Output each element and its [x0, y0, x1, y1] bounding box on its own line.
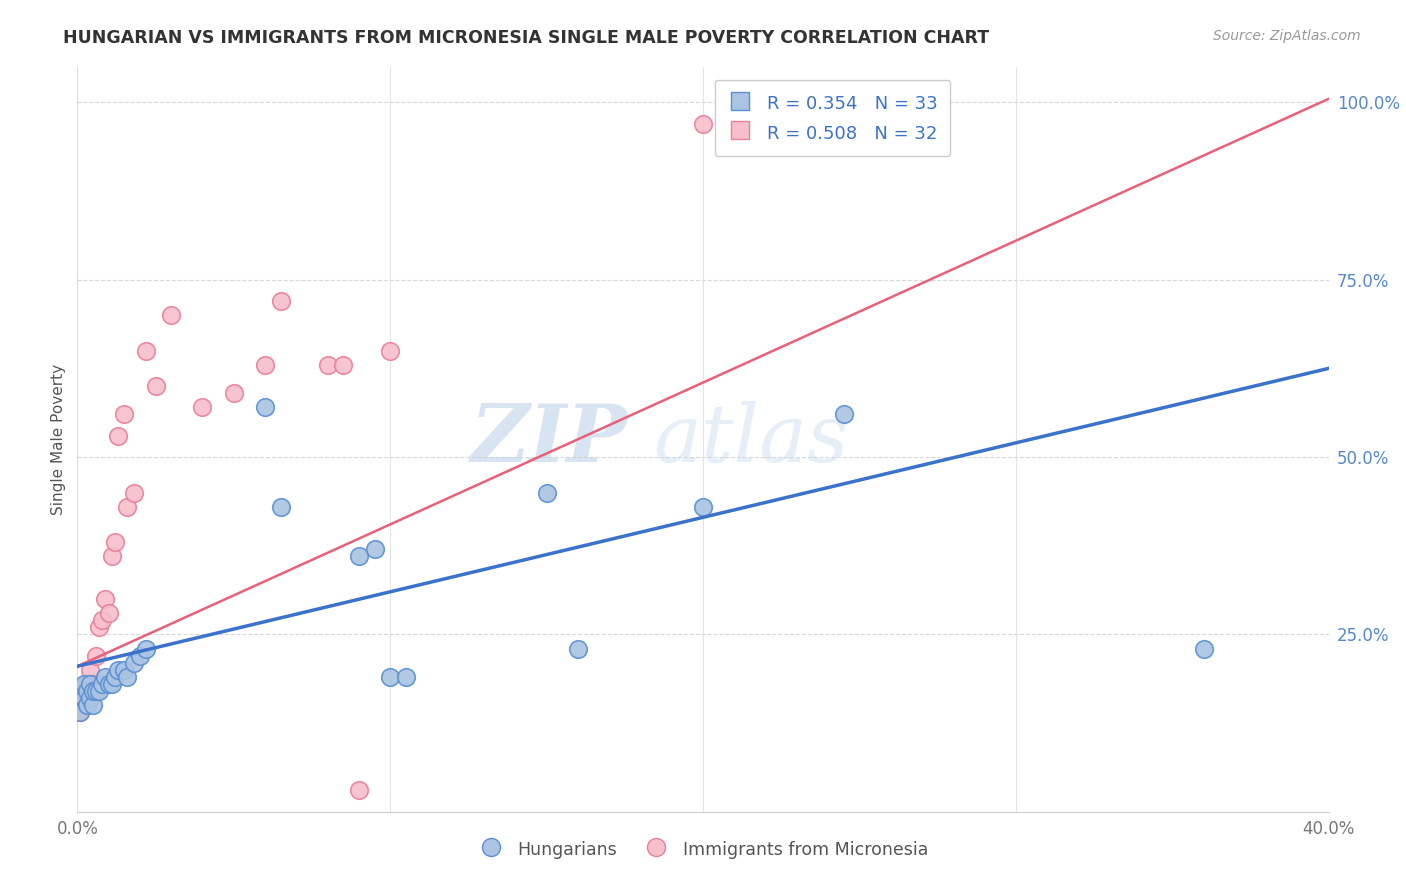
Point [72, 684, 94, 698]
Point [191, 401, 214, 415]
Point [122, 485, 145, 500]
Y-axis label: Single Male Poverty: Single Male Poverty [51, 364, 66, 515]
Point [82, 677, 104, 691]
Text: ZIP: ZIP [471, 401, 628, 478]
Point [76, 698, 98, 713]
Point [79, 663, 101, 677]
Point [91, 677, 114, 691]
Point [100, 677, 122, 691]
Point [91, 613, 114, 627]
Point [135, 343, 157, 358]
Point [112, 663, 135, 677]
Text: atlas: atlas [652, 401, 848, 478]
Point [832, 408, 855, 422]
Point [270, 500, 292, 514]
Point [1192, 641, 1215, 656]
Point [880, 117, 903, 131]
Point [100, 549, 122, 564]
Point [135, 641, 157, 656]
Point [112, 408, 135, 422]
Point [692, 500, 714, 514]
Point [536, 485, 558, 500]
Point [380, 670, 402, 684]
Point [72, 677, 94, 691]
Point [107, 429, 129, 443]
Point [69, 706, 91, 720]
Point [89, 684, 111, 698]
Legend: R = 0.354   N = 33, R = 0.508   N = 32: R = 0.354 N = 33, R = 0.508 N = 32 [714, 79, 950, 156]
Point [84, 648, 107, 663]
Point [316, 358, 339, 372]
Point [363, 542, 385, 557]
Point [94, 670, 117, 684]
Point [270, 293, 292, 308]
Point [117, 670, 139, 684]
Point [160, 308, 183, 322]
Point [79, 684, 101, 698]
Point [145, 379, 167, 393]
Point [129, 648, 152, 663]
Point [69, 706, 91, 720]
Point [104, 535, 127, 549]
Point [97, 677, 120, 691]
Point [692, 117, 714, 131]
Point [222, 386, 245, 401]
Point [380, 343, 402, 358]
Point [82, 684, 104, 698]
Point [104, 670, 127, 684]
Point [347, 783, 370, 797]
Text: HUNGARIAN VS IMMIGRANTS FROM MICRONESIA SINGLE MALE POVERTY CORRELATION CHART: HUNGARIAN VS IMMIGRANTS FROM MICRONESIA … [63, 29, 990, 46]
Point [117, 500, 139, 514]
Point [332, 358, 354, 372]
Point [253, 358, 276, 372]
Point [395, 670, 418, 684]
Point [79, 691, 101, 706]
Point [253, 401, 276, 415]
Point [94, 591, 117, 606]
Point [76, 677, 98, 691]
Point [89, 620, 111, 634]
Point [347, 549, 370, 564]
Point [107, 663, 129, 677]
Point [69, 691, 91, 706]
Point [97, 606, 120, 620]
Point [567, 641, 589, 656]
Point [82, 698, 104, 713]
Legend: Hungarians, Immigrants from Micronesia: Hungarians, Immigrants from Micronesia [471, 832, 935, 867]
Point [79, 677, 101, 691]
Point [84, 684, 107, 698]
Point [72, 691, 94, 706]
Point [122, 656, 145, 670]
Point [76, 684, 98, 698]
Point [76, 698, 98, 713]
Text: Source: ZipAtlas.com: Source: ZipAtlas.com [1213, 29, 1361, 43]
